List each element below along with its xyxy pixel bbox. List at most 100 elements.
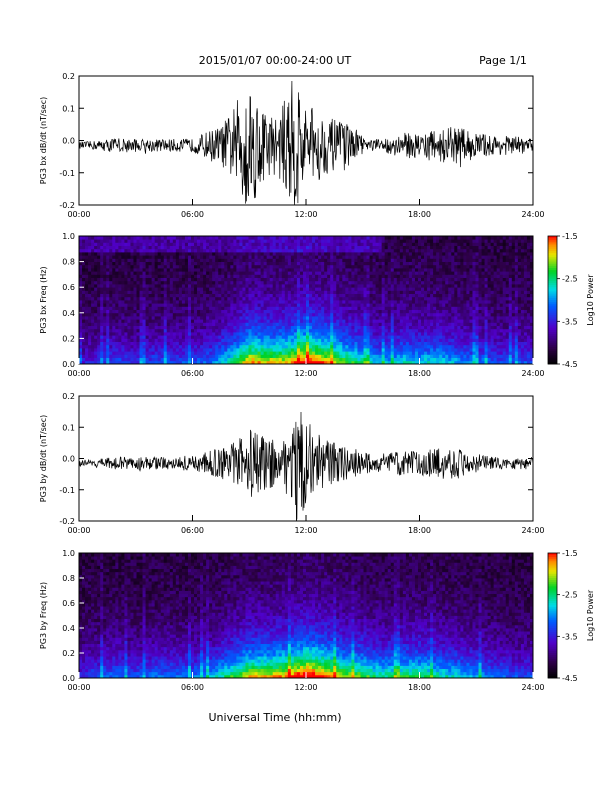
spectrogram-cell: [169, 242, 174, 246]
spectrogram-cell: [408, 348, 413, 352]
spectrogram-cell: [372, 293, 377, 298]
spectrogram-cell: [115, 335, 119, 339]
spectrogram-cell: [206, 357, 210, 362]
spectrogram-cell: [269, 296, 274, 301]
spectrogram-cell: [399, 245, 404, 250]
spectrogram-cell: [200, 236, 204, 240]
spectrogram-cell: [433, 264, 437, 269]
spectrogram-cell: [190, 344, 195, 349]
spectrogram-cell: [381, 316, 386, 320]
spectrogram-cell: [103, 322, 107, 326]
spectrogram-cell: [242, 325, 246, 330]
spectrogram-cell: [421, 341, 425, 346]
spectrogram-cell: [224, 312, 228, 317]
spectrogram-cell: [118, 325, 122, 330]
spectrogram-cell: [97, 280, 101, 285]
spectrogram-cell: [230, 271, 234, 275]
spectrogram-cell: [91, 306, 95, 310]
spectrogram-cell: [212, 357, 216, 362]
spectrogram-cell: [85, 248, 89, 253]
spectrogram-cell: [157, 344, 162, 349]
spectrogram-cell: [127, 248, 131, 253]
spectrogram-cell: [278, 261, 283, 266]
spectrogram-cell: [318, 287, 322, 291]
spectrogram-cell: [169, 239, 174, 243]
spectrogram-cell: [206, 296, 210, 301]
spectrogram-cell: [227, 341, 231, 346]
spectrogram-cell: [427, 280, 431, 285]
spectrogram-cell: [236, 306, 240, 310]
spectrogram-cell: [79, 341, 83, 346]
spectrogram-cell: [94, 309, 98, 314]
spectrogram-cell: [112, 268, 116, 272]
spectrogram-cell: [175, 287, 180, 291]
spectrogram-cell: [327, 261, 331, 266]
spectrogram-cell: [206, 274, 210, 278]
spectrogram-cell: [439, 354, 443, 358]
spectrogram-cell: [324, 284, 328, 288]
spectrogram-cell: [127, 245, 131, 250]
spectrogram-cell: [251, 271, 255, 275]
spectrogram-cell: [79, 332, 83, 336]
spectrogram-cell: [100, 245, 104, 250]
spectrogram-cell: [124, 322, 128, 326]
spectrogram-cell: [100, 351, 104, 355]
spectrogram-cell: [327, 341, 331, 346]
spectrogram-cell: [94, 252, 98, 256]
spectrogram-cell: [339, 332, 343, 336]
spectrogram-cell: [309, 322, 313, 326]
spectrogram-cell: [272, 335, 277, 339]
spectrogram-cell: [290, 287, 295, 291]
spectrogram-cell: [109, 312, 113, 317]
spectrogram-cell: [260, 351, 265, 355]
spectrogram-cell: [139, 236, 143, 240]
spectrogram-cell: [357, 287, 361, 291]
spectrogram-cell: [254, 252, 258, 256]
spectrogram-cell: [287, 360, 292, 365]
spectrogram-cell: [421, 274, 425, 278]
spectrogram-cell: [351, 274, 355, 278]
spectrogram-cell: [115, 258, 119, 262]
spectrogram-cell: [366, 271, 370, 275]
spectrogram-cell: [381, 245, 386, 250]
spectrogram-cell: [230, 261, 234, 266]
spectrogram-cell: [421, 309, 425, 314]
spectrogram-cell: [133, 325, 137, 330]
spectrogram-cell: [187, 360, 192, 365]
spectrogram-cell: [221, 277, 225, 282]
spectrogram-cell: [366, 255, 370, 259]
spectrogram-cell: [321, 248, 325, 253]
spectrogram-cell: [227, 290, 231, 294]
spectrogram-cell: [194, 309, 198, 314]
spectrogram-cell: [336, 245, 340, 250]
spectrogram-cell: [121, 338, 125, 342]
spectrogram-cell: [287, 357, 292, 362]
spectrogram-cell: [139, 268, 143, 272]
spectrogram-cell: [336, 296, 340, 301]
spectrogram-cell: [103, 348, 107, 352]
spectrogram-cell: [200, 348, 204, 352]
spectrogram-cell: [357, 293, 361, 298]
spectrogram-cell: [239, 261, 243, 266]
spectrogram-cell: [408, 268, 413, 272]
spectrogram-cell: [85, 271, 89, 275]
spectrogram-cell: [245, 341, 249, 346]
spectrogram-cell: [375, 306, 380, 310]
spectrogram-cell: [151, 303, 156, 307]
spectrogram-cell: [393, 344, 398, 349]
spectrogram-cell: [197, 351, 201, 355]
spectrogram-cell: [79, 354, 83, 358]
spectrogram-cell: [278, 306, 283, 310]
spectrogram-cell: [417, 248, 422, 253]
spectrogram-cell: [427, 264, 431, 269]
spectrogram-cell: [348, 264, 352, 269]
spectrogram-cell: [281, 300, 286, 304]
spectrogram-cell: [405, 248, 410, 253]
spectrogram-cell: [88, 274, 92, 278]
spectrogram-cell: [445, 293, 449, 298]
spectrogram-cell: [88, 271, 92, 275]
spectrogram-cell: [82, 258, 86, 262]
spectrogram-cell: [221, 261, 225, 266]
spectrogram-cell: [175, 332, 180, 336]
spectrogram-cell: [257, 360, 261, 365]
